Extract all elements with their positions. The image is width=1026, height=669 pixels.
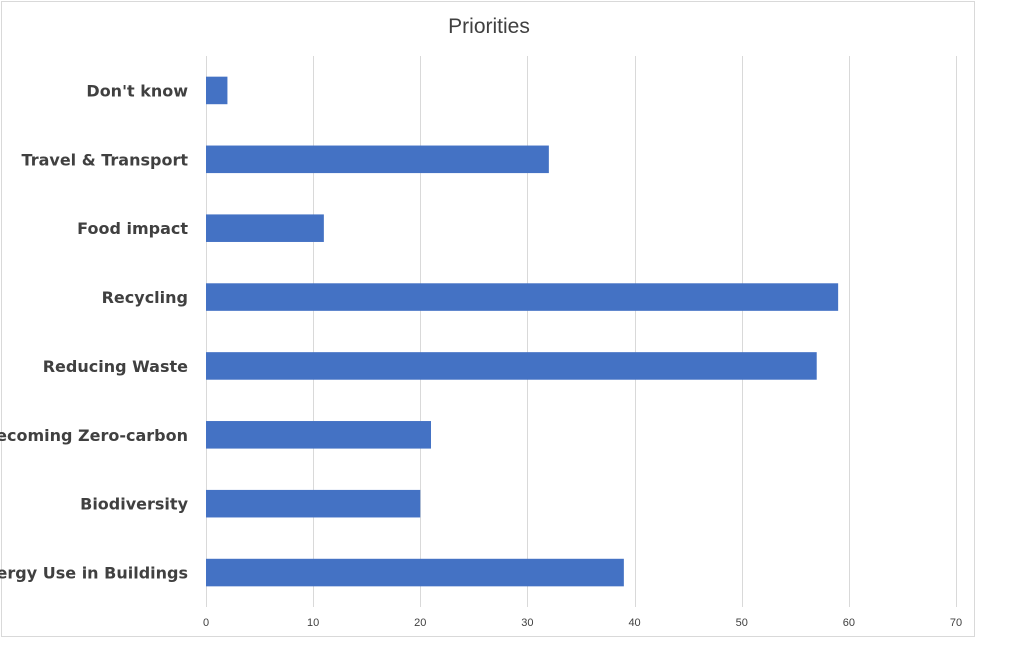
x-tick-label: 10 xyxy=(307,617,319,629)
category-label: Travel & Transport xyxy=(22,150,189,169)
x-tick-label: 40 xyxy=(628,617,640,629)
bar xyxy=(206,214,324,242)
bar xyxy=(206,145,549,174)
bar xyxy=(206,283,839,311)
category-labels: Energy Use in Buildings Biodiversity Becom… xyxy=(0,81,189,582)
bar xyxy=(206,421,431,449)
bars xyxy=(206,76,839,587)
category-label: Food impact xyxy=(77,219,188,238)
x-tick-label: 50 xyxy=(736,617,748,629)
x-tick-label: 30 xyxy=(521,617,533,629)
category-label: Reducing Waste xyxy=(43,357,188,376)
category-label: Don't know xyxy=(86,81,188,100)
category-label: Biodiversity xyxy=(80,495,188,514)
x-tick-label: 60 xyxy=(843,617,855,629)
x-axis-tick-labels: 0 10 20 30 40 50 60 70 xyxy=(203,617,962,629)
category-label: Becoming Zero-carbon xyxy=(0,426,188,445)
x-tick-label: 20 xyxy=(414,617,426,629)
x-tick-label: 70 xyxy=(950,617,962,629)
bar xyxy=(206,558,624,587)
chart-title: Priorities xyxy=(448,15,530,38)
chart-area xyxy=(1,1,975,637)
bar xyxy=(206,489,421,518)
bar xyxy=(206,76,228,105)
x-tick-label: 0 xyxy=(203,617,209,629)
category-label: Energy Use in Buildings xyxy=(0,564,188,583)
bar xyxy=(206,352,817,380)
gridlines xyxy=(206,56,957,607)
category-label: Recycling xyxy=(102,288,188,307)
